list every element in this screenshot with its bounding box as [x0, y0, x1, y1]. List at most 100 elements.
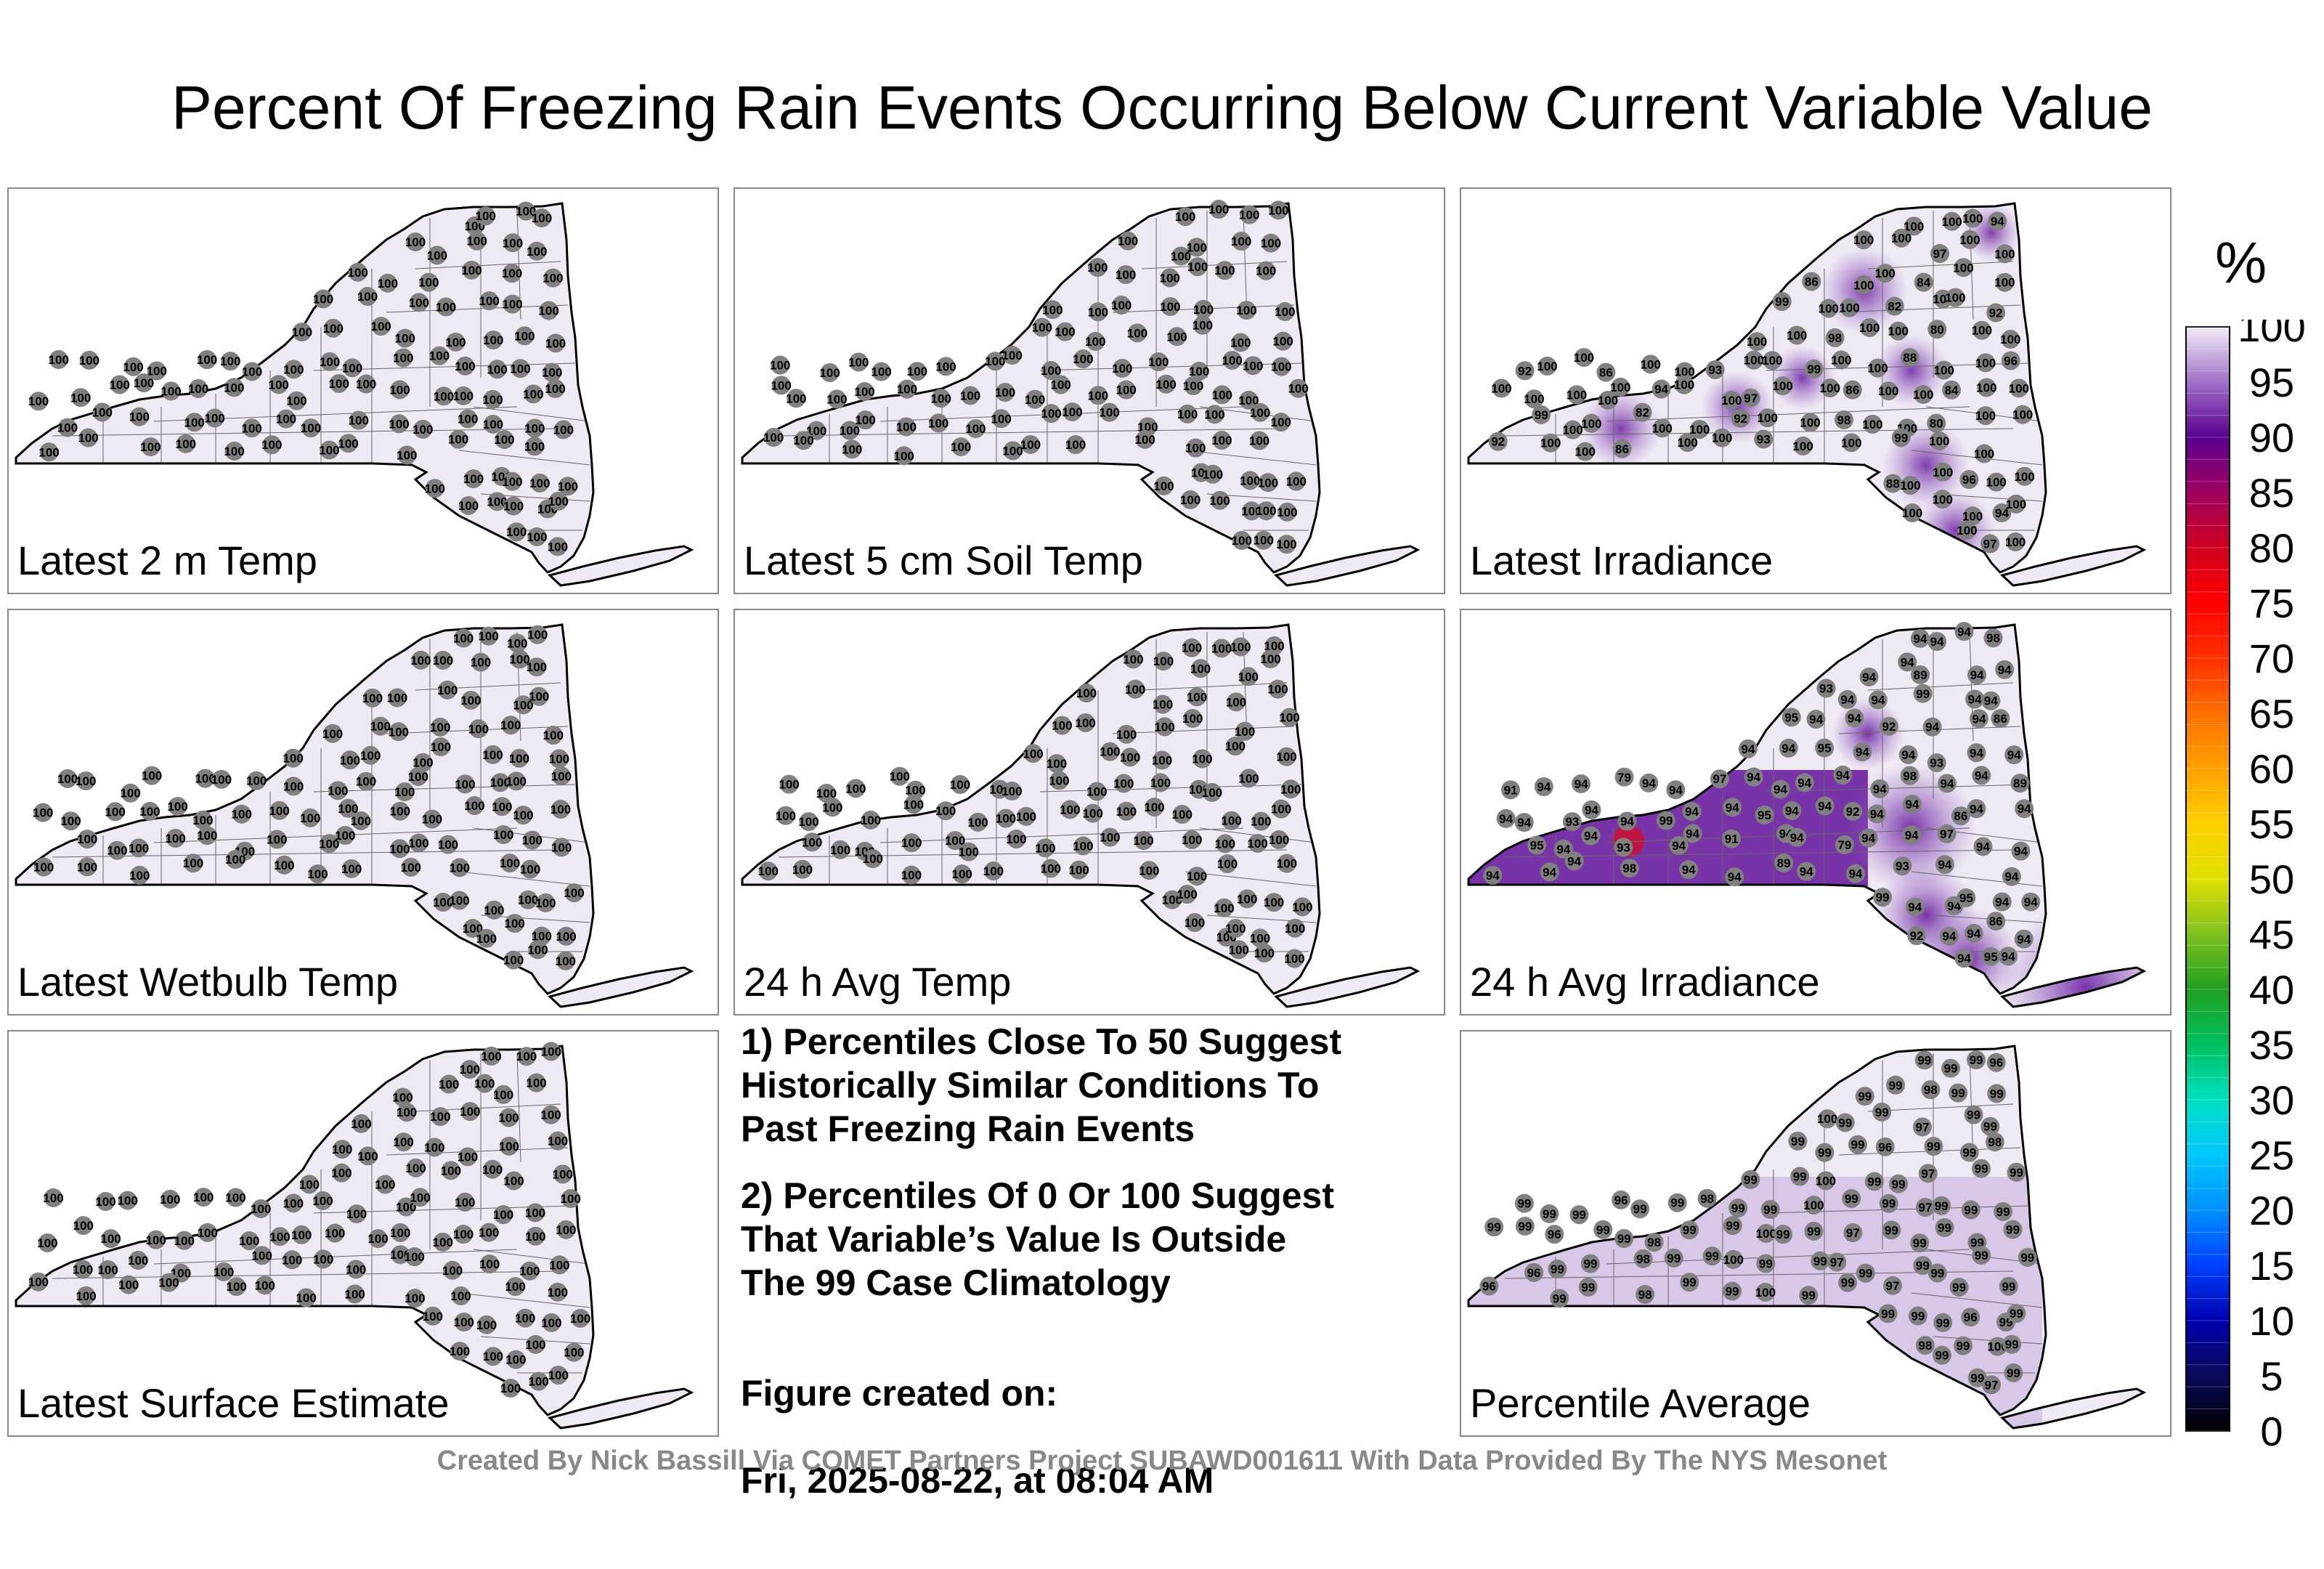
station-value: 94: [1991, 215, 2004, 229]
station-value: 100: [1239, 208, 1259, 222]
station-value: 100: [408, 770, 428, 784]
station-value: 100: [371, 320, 391, 333]
station-value: 100: [1075, 716, 1095, 730]
station-value: 100: [1025, 393, 1045, 407]
station-marker: 100: [1875, 264, 1896, 283]
station-value: 100: [1211, 641, 1232, 655]
station-marker: 100: [524, 437, 545, 456]
station-marker: 100: [1271, 413, 1291, 432]
station-value: 98: [1918, 1339, 1932, 1353]
colorbar-tick-label: 30: [2249, 1077, 2294, 1123]
state-outline: [741, 202, 1321, 574]
station-value: 100: [425, 482, 445, 495]
station-marker: 100: [1049, 771, 1070, 790]
station-marker: 100: [1756, 1223, 1776, 1243]
station-marker: 100: [1189, 362, 1209, 381]
station-value: 100: [274, 859, 294, 872]
colorbar-tick-label: 15: [2249, 1243, 2294, 1289]
station-value: 100: [965, 422, 986, 436]
station-value: 100: [468, 722, 489, 736]
station-marker: 100: [543, 726, 564, 745]
station-value: 96: [1878, 1140, 1892, 1154]
station-value: 100: [375, 1178, 395, 1192]
station-marker: 100: [1567, 385, 1587, 405]
station-marker: 97: [1982, 1375, 2002, 1395]
station-marker: 100: [195, 769, 216, 788]
station-marker: 99: [1680, 1220, 1699, 1240]
station-value: 94: [1957, 625, 1971, 638]
station-value: 99: [1535, 408, 1548, 422]
station-marker: 100: [551, 838, 572, 857]
station-value: 100: [28, 1276, 49, 1289]
station-value: 100: [362, 692, 383, 705]
station-marker: 100: [1235, 721, 1255, 741]
station-value: 94: [2014, 845, 2028, 859]
station-marker: 100: [332, 1140, 352, 1159]
station-value: 100: [142, 769, 162, 783]
station-marker: 100: [2005, 532, 2026, 551]
station-marker: 99: [1964, 1105, 1983, 1124]
station-marker: 99: [1882, 1220, 1901, 1240]
station-marker: 99: [1664, 1248, 1683, 1268]
station-value: 100: [527, 530, 547, 544]
station-marker: 99: [1667, 1193, 1687, 1212]
station-value: 100: [1254, 946, 1275, 960]
map-panel-6: 94 94 94 98 94 94 89 94 94 93 94 94 99 94 94 95 94 94 92 94…: [1460, 609, 2171, 1015]
station-marker: 100: [1116, 801, 1137, 821]
station-value: 100: [394, 785, 415, 799]
station-value: 100: [193, 1191, 214, 1204]
station-value: 100: [422, 813, 442, 827]
station-marker: 100: [1073, 836, 1094, 856]
station-marker: 100: [959, 842, 979, 861]
station-marker: 94: [2014, 929, 2033, 949]
station-marker: 99: [1484, 1217, 1504, 1237]
station-value: 94: [1976, 840, 1990, 854]
station-marker: 96: [1524, 1262, 1544, 1282]
station-marker: 100: [1269, 830, 1289, 850]
station-value: 98: [1986, 631, 2000, 645]
station-value: 99: [1892, 1177, 1906, 1191]
station-value: 100: [527, 245, 547, 259]
station-marker: 100: [505, 914, 525, 933]
station-value: 98: [1903, 769, 1917, 783]
station-value: 100: [405, 1161, 426, 1175]
station-marker: 100: [855, 410, 876, 430]
station-value: 100: [335, 829, 355, 843]
station-value: 100: [405, 235, 426, 249]
station-value: 100: [1182, 712, 1203, 726]
colorbar-tick-label: 5: [2260, 1353, 2283, 1399]
station-value: 100: [1277, 506, 1297, 519]
station-value: 100: [283, 779, 304, 793]
station-value: 100: [518, 893, 538, 907]
station-value: 100: [211, 773, 232, 787]
station-value: 99: [1858, 1090, 1872, 1103]
station-value: 86: [1845, 384, 1859, 397]
station-marker: 100: [1957, 520, 1978, 540]
station-marker: 99: [1972, 1246, 1991, 1265]
station-marker: 100: [1820, 378, 1840, 398]
station-marker: 100: [840, 421, 860, 440]
station-value: 100: [503, 1174, 524, 1188]
station-value: 97: [1712, 772, 1726, 786]
station-marker: 100: [1247, 833, 1268, 853]
station-value: 100: [1755, 1286, 1776, 1300]
station-value: 100: [357, 1149, 378, 1163]
station-marker: 100: [225, 1188, 246, 1207]
station-marker: 100: [292, 323, 312, 342]
station-marker: 94: [1806, 710, 1826, 729]
station-marker: 100: [1060, 800, 1081, 819]
station-marker: 100: [510, 359, 531, 378]
station-marker: 100: [1285, 918, 1305, 938]
station-value: 100: [395, 332, 415, 346]
station-marker: 94: [1797, 861, 1816, 881]
station-value: 100: [392, 1091, 413, 1105]
station-value: 100: [1288, 382, 1308, 396]
station-value: 100: [214, 1265, 234, 1279]
map-panel-7: 100 100 100 100 100 100 100 100 100 100 100 100 100 1…: [7, 1030, 719, 1437]
station-value: 100: [307, 867, 328, 881]
station-value: 100: [276, 413, 296, 426]
station-value: 100: [471, 656, 491, 670]
station-value: 92: [1882, 720, 1896, 734]
station-value: 100: [786, 392, 806, 405]
station-marker: 100: [476, 1315, 497, 1334]
